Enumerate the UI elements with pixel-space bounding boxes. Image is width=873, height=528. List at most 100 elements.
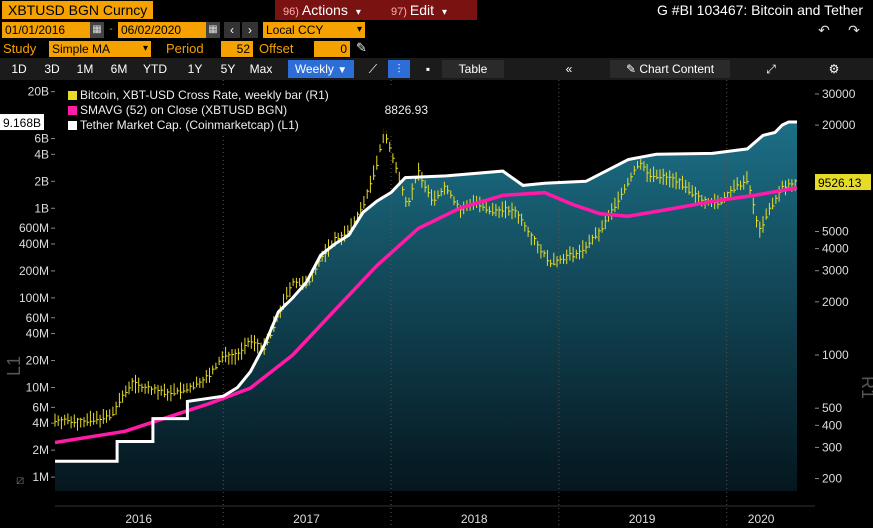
right-tick-label: 400 — [822, 418, 842, 432]
left-tick-label: 1B — [34, 201, 49, 215]
period-button-5y[interactable]: 5Y — [220, 62, 236, 76]
legend-label-tether: Tether Market Cap. (Coinmarketcap) (L1) — [80, 118, 299, 132]
right-tick-label: 20000 — [822, 118, 856, 132]
right-tick-label: 1000 — [822, 348, 849, 362]
legend-item-bitcoin: Bitcoin, XBT-USD Cross Rate, weekly bar … — [64, 88, 436, 103]
x-tick-label: 2017 — [293, 512, 320, 526]
ticker-field[interactable]: XBTUSD BGN Curncy — [2, 1, 154, 19]
legend-item-tether: Tether Market Cap. (Coinmarketcap) (L1) — [64, 118, 436, 133]
edit-small-icon: ✎ — [625, 62, 636, 76]
undo-icon[interactable]: ↶ — [818, 22, 830, 38]
caret-down-icon: ▾ — [142, 43, 148, 54]
date-separator: - — [106, 22, 116, 38]
study-label: Study — [3, 41, 37, 56]
sma-line — [54, 186, 798, 445]
caret-down-icon: ▾ — [355, 7, 361, 18]
edit-number: 97) — [391, 6, 407, 18]
offset-field[interactable]: 0 — [314, 41, 350, 57]
pencil-icon[interactable]: ✎ — [356, 40, 367, 55]
left-tick-label: 200M — [19, 264, 49, 278]
right-axis-label: R1 — [858, 376, 873, 399]
legend-label-sma: SMAVG (52) on Close (XBTUSD BGN) — [80, 103, 288, 117]
table-button[interactable]: Table — [442, 60, 504, 78]
calendar-icon[interactable]: ▦ — [206, 22, 220, 38]
left-tick-label: 6M — [32, 400, 49, 414]
left-tick-label: 6B — [34, 132, 49, 146]
chart-content-label: Chart Content — [639, 62, 715, 76]
left-tick-label: 60M — [26, 311, 49, 325]
right-tick-label: 500 — [822, 401, 842, 415]
caret-down-icon: ▾ — [356, 24, 362, 35]
period-button-3d[interactable]: 3D — [44, 62, 60, 76]
legend-item-sma: SMAVG (52) on Close (XBTUSD BGN) 8826.93 — [64, 103, 436, 118]
line-chart-icon[interactable]: ⟋ — [368, 62, 378, 76]
left-tick-label: 1M — [32, 470, 49, 484]
back-arrow-icon[interactable]: ‹ — [224, 22, 240, 38]
left-tick-label: 4B — [34, 147, 49, 161]
forward-arrow-icon[interactable]: › — [242, 22, 258, 38]
left-tick-label: 100M — [19, 291, 49, 305]
right-current-value: 9526.13 — [818, 176, 862, 190]
end-date-field[interactable]: 06/02/2020 — [118, 22, 208, 38]
more-dots-icon[interactable]: ▪ — [425, 62, 431, 76]
caret-down-icon: ▾ — [442, 7, 448, 18]
frequency-value: Weekly — [294, 62, 334, 76]
left-tick-label: 40M — [26, 327, 49, 341]
left-tick-label: 20B — [28, 85, 49, 99]
right-tick-label: 4000 — [822, 242, 849, 256]
period-field[interactable]: 52 — [221, 41, 253, 57]
legend-swatch-tether — [68, 121, 77, 130]
period-button-max[interactable]: Max — [249, 62, 273, 76]
left-tick-label: 2B — [34, 174, 49, 188]
frequency-select[interactable]: Weekly ▼ — [288, 60, 354, 78]
currency-select[interactable]: Local CCY ▾ — [263, 22, 365, 38]
bar-chart-icon[interactable]: ⫶ — [388, 60, 410, 78]
x-tick-label: 2016 — [125, 512, 152, 526]
offset-label: Offset — [259, 41, 294, 56]
legend-swatch-bitcoin — [68, 91, 77, 100]
currency-value: Local CCY — [266, 23, 324, 37]
actions-menu[interactable]: 96) Actions ▾ — [275, 0, 383, 20]
left-current-value: 9.168B — [3, 116, 41, 130]
legend: Bitcoin, XBT-USD Cross Rate, weekly bar … — [64, 88, 436, 134]
study-type-value: Simple MA — [52, 42, 111, 56]
legend-swatch-sma — [68, 106, 77, 115]
left-tick-label: 400M — [19, 237, 49, 251]
chart-content-button[interactable]: ✎ Chart Content — [610, 60, 730, 78]
period-button-1y[interactable]: 1Y — [187, 62, 203, 76]
left-tick-label: 2M — [32, 443, 49, 457]
legend-value-sma: 8826.93 — [384, 103, 428, 117]
edit-label: Edit — [409, 2, 435, 18]
actions-number: 96) — [283, 6, 299, 18]
page-title: G #BI 103467: Bitcoin and Tether — [657, 2, 863, 18]
right-tick-label: 30000 — [822, 87, 856, 101]
gear-icon[interactable]: ⚙ — [828, 62, 840, 76]
period-button-1d[interactable]: 1D — [11, 62, 27, 76]
right-tick-label: 5000 — [822, 224, 849, 238]
edit-menu[interactable]: 97) Edit ▾ — [383, 0, 477, 20]
right-tick-label: 300 — [822, 440, 842, 454]
collapse-left-icon[interactable]: « — [565, 62, 573, 76]
right-tick-label: 200 — [822, 472, 842, 486]
left-tick-label: 10M — [26, 381, 49, 395]
study-bar — [0, 40, 873, 58]
x-tick-label: 2020 — [748, 512, 775, 526]
left-current-tag — [0, 114, 44, 131]
zoom-box-icon: ⧄ — [16, 472, 24, 487]
redo-icon[interactable]: ↷ — [848, 22, 860, 38]
period-button-ytd[interactable]: YTD — [143, 62, 167, 76]
calendar-icon[interactable]: ▦ — [90, 22, 104, 38]
period-button-6m[interactable]: 6M — [110, 62, 128, 76]
zoom-icon[interactable]: ⤢ — [766, 62, 776, 76]
period-button-1m[interactable]: 1M — [76, 62, 94, 76]
caret-down-icon: ▼ — [337, 65, 348, 76]
study-type-select[interactable]: Simple MA ▾ — [49, 41, 151, 57]
chart-area: 1M 2M 4M 6M 10M 20M 40M 60M 100M 200M 400M 600M 1B 2B… — [0, 80, 873, 528]
left-tick-label: 600M — [19, 221, 49, 235]
x-tick-label: 2019 — [629, 512, 656, 526]
legend-label-bitcoin: Bitcoin, XBT-USD Cross Rate, weekly bar … — [80, 88, 329, 102]
right-tick-label: 3000 — [822, 264, 849, 278]
actions-label: Actions — [301, 2, 348, 18]
period-label: Period — [166, 41, 204, 56]
start-date-field[interactable]: 01/01/2016 — [2, 22, 92, 38]
